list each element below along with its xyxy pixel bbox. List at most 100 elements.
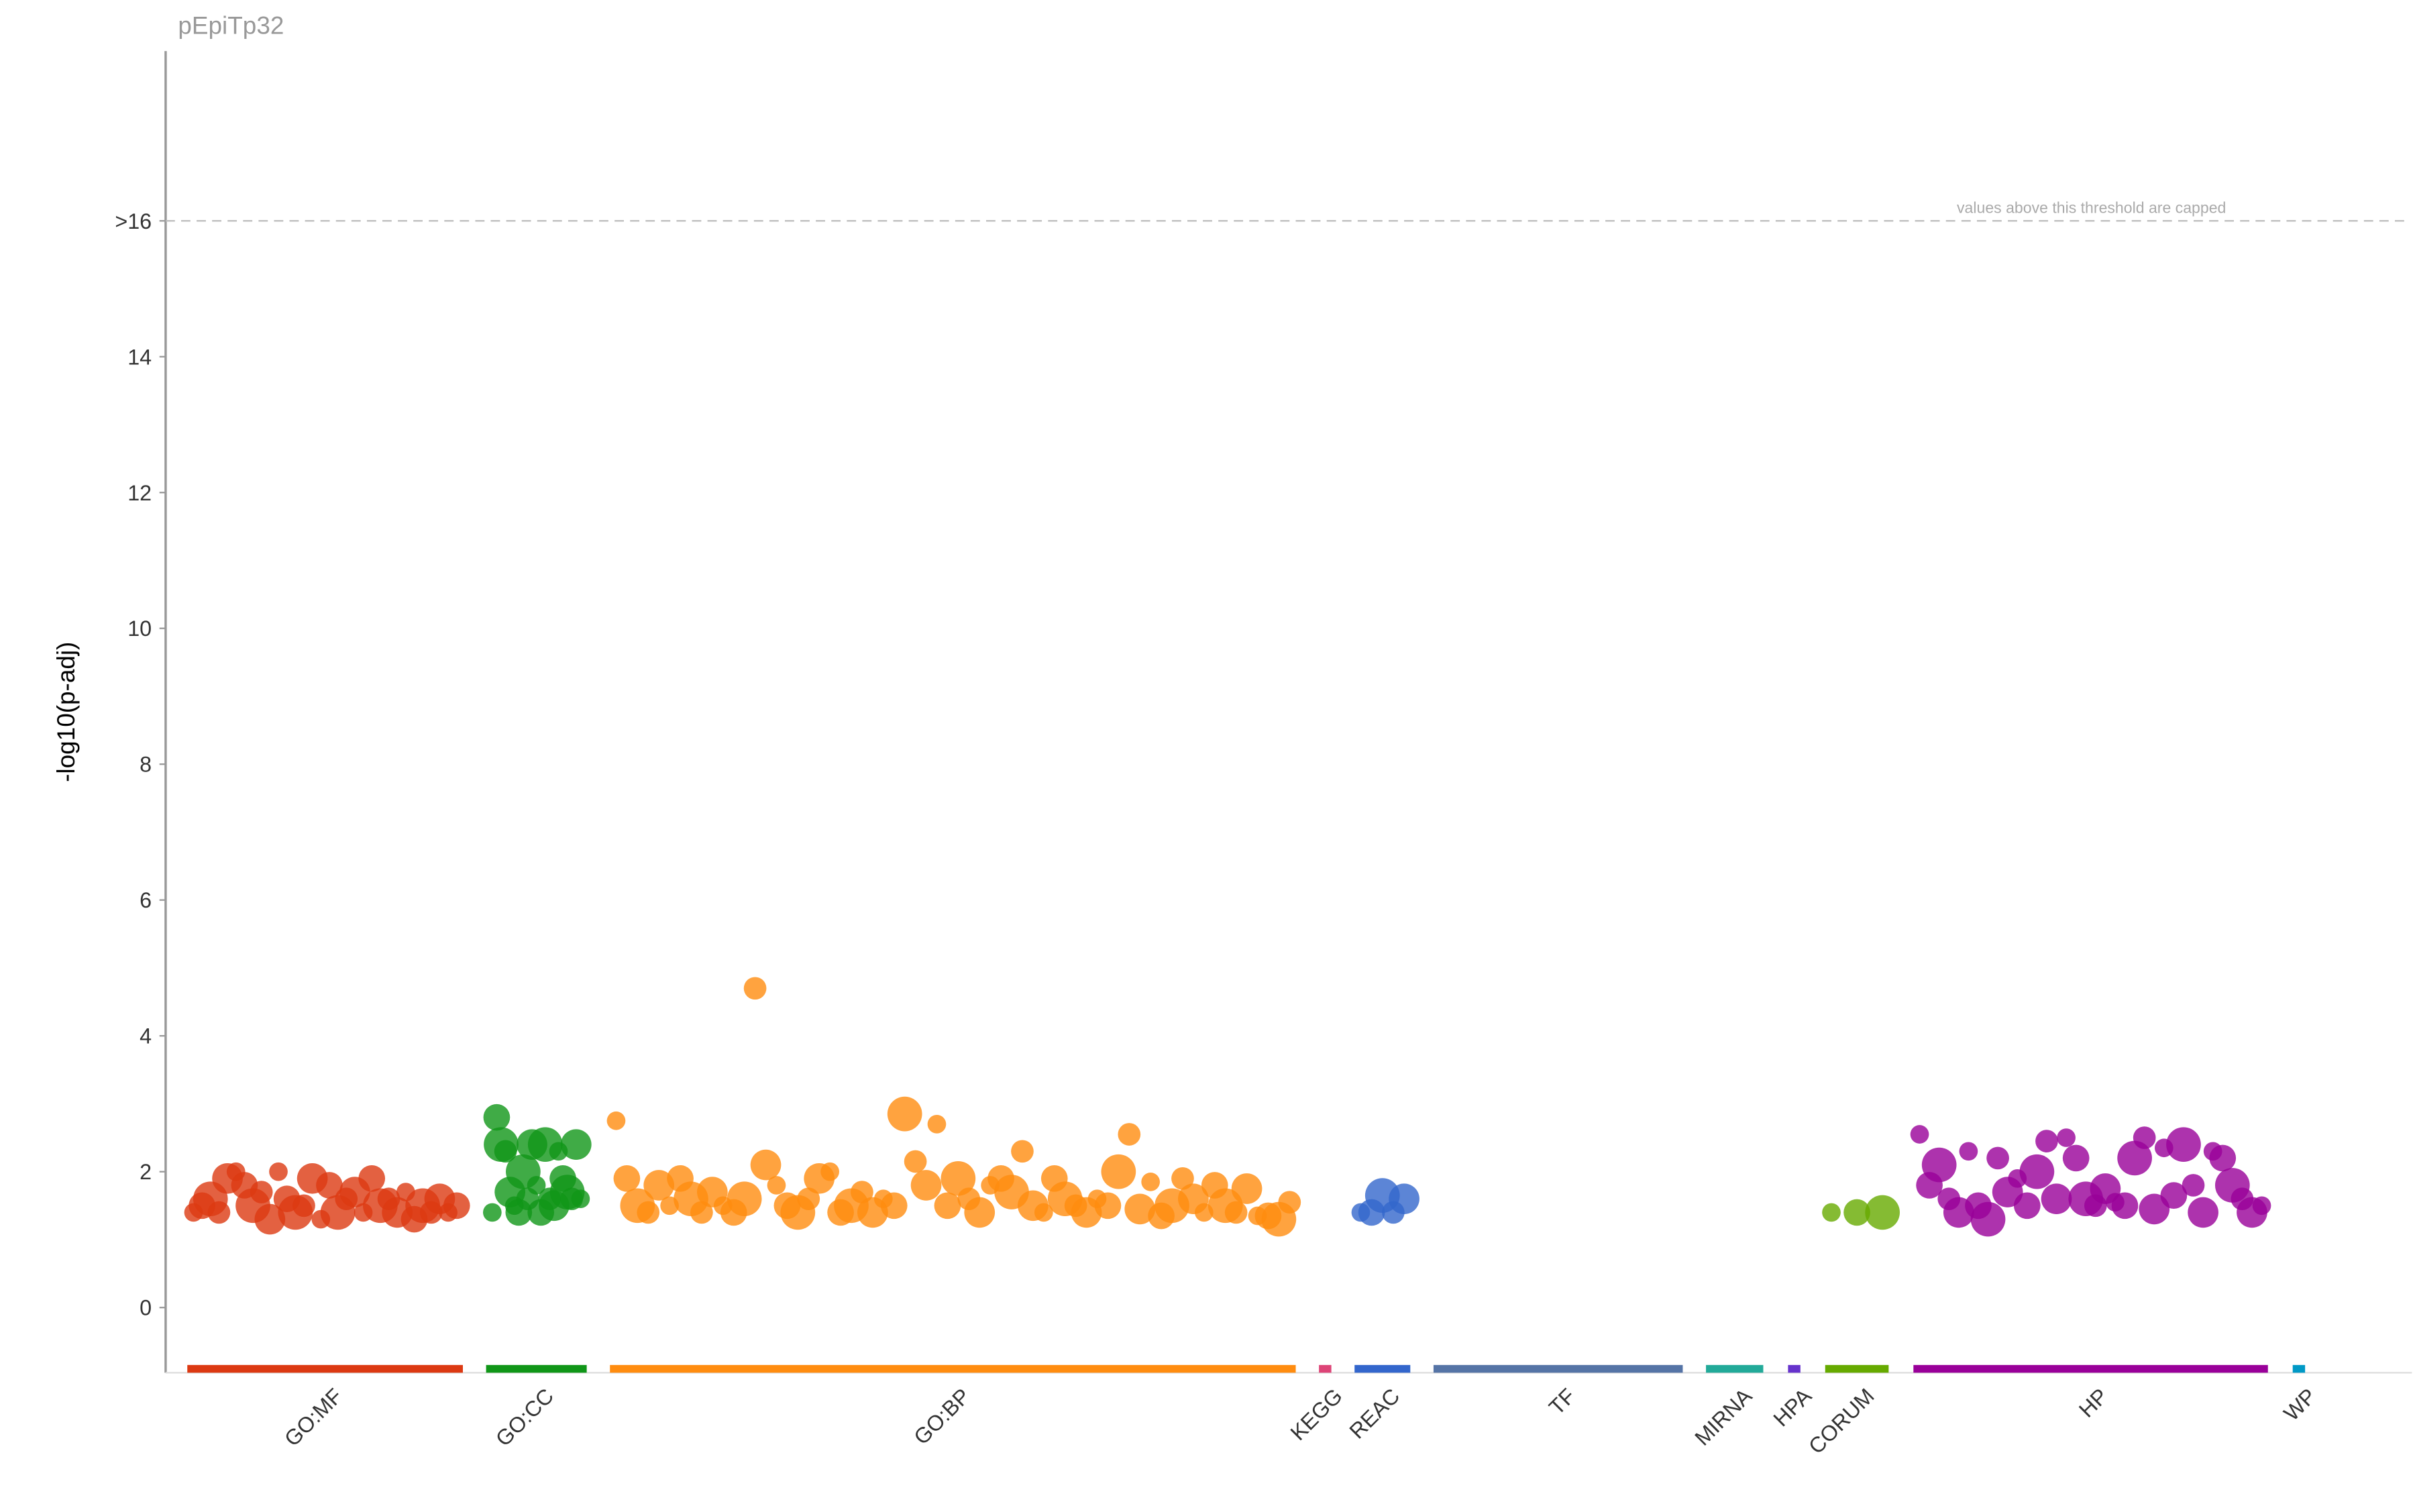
term-point bbox=[527, 1176, 546, 1195]
source-band bbox=[1913, 1364, 2268, 1373]
term-point bbox=[1118, 1123, 1141, 1146]
term-point bbox=[743, 977, 767, 1000]
x-tick-label: CORUM bbox=[1804, 1384, 1879, 1459]
term-point bbox=[904, 1150, 927, 1173]
term-point bbox=[1822, 1203, 1841, 1222]
y-axis-label: -log10(p-adj) bbox=[52, 642, 80, 782]
term-point bbox=[2035, 1130, 2058, 1152]
term-point bbox=[1865, 1195, 1900, 1230]
term-point bbox=[2133, 1126, 2156, 1149]
term-point bbox=[2209, 1144, 2237, 1172]
term-point bbox=[483, 1103, 511, 1131]
term-point bbox=[1278, 1191, 1301, 1214]
term-point bbox=[2111, 1192, 2139, 1220]
term-point bbox=[1171, 1167, 1194, 1190]
term-point bbox=[1986, 1146, 2009, 1170]
term-point bbox=[887, 1096, 922, 1132]
term-point bbox=[358, 1165, 386, 1192]
y-tick-label: 4 bbox=[140, 1024, 152, 1048]
term-point bbox=[2062, 1144, 2090, 1172]
y-tick-label: 6 bbox=[140, 888, 152, 912]
y-tick-label: 2 bbox=[140, 1160, 152, 1184]
term-point bbox=[1094, 1192, 1122, 1220]
term-point bbox=[1959, 1142, 1978, 1161]
term-point bbox=[2041, 1183, 2072, 1215]
source-band bbox=[187, 1364, 463, 1373]
source-band bbox=[1825, 1364, 1889, 1373]
x-tick-label: HP bbox=[2074, 1384, 2112, 1422]
term-point bbox=[2160, 1182, 2188, 1209]
term-point bbox=[643, 1170, 675, 1201]
term-point bbox=[571, 1189, 590, 1209]
term-point bbox=[934, 1192, 961, 1220]
term-point bbox=[750, 1149, 782, 1181]
term-point bbox=[560, 1129, 592, 1160]
term-point bbox=[1224, 1201, 1248, 1224]
x-tick-label: WP bbox=[2279, 1384, 2320, 1425]
term-point bbox=[2188, 1197, 2218, 1228]
term-point bbox=[1389, 1183, 1419, 1215]
source-band bbox=[1354, 1364, 1411, 1373]
y-tick-label: 0 bbox=[140, 1296, 152, 1320]
term-point bbox=[1034, 1203, 1053, 1222]
term-point bbox=[483, 1203, 502, 1222]
term-point bbox=[727, 1181, 762, 1217]
term-point bbox=[1921, 1147, 1957, 1183]
x-tick-label: GO:CC bbox=[491, 1384, 558, 1451]
term-point bbox=[2013, 1192, 2041, 1220]
term-point bbox=[443, 1192, 470, 1220]
source-band bbox=[1319, 1364, 1332, 1373]
y-tick-label: 8 bbox=[140, 753, 152, 777]
x-tick-label: REAC bbox=[1344, 1384, 1404, 1444]
term-point bbox=[2057, 1128, 2076, 1147]
term-point bbox=[880, 1192, 908, 1220]
term-point bbox=[292, 1194, 315, 1218]
term-point bbox=[2252, 1196, 2271, 1216]
term-point bbox=[2182, 1174, 2205, 1197]
term-point bbox=[2166, 1127, 2201, 1163]
term-point bbox=[820, 1162, 839, 1181]
y-tick-label: 12 bbox=[127, 481, 152, 505]
term-point bbox=[606, 1111, 626, 1130]
x-tick-label: HPA bbox=[1769, 1383, 1817, 1431]
term-point bbox=[964, 1197, 996, 1228]
x-tick-label: GO:BP bbox=[909, 1384, 975, 1450]
term-point bbox=[1231, 1173, 1263, 1204]
x-tick-label: KEGG bbox=[1286, 1384, 1347, 1445]
term-point bbox=[494, 1140, 517, 1163]
threshold-note: values above this threshold are capped bbox=[1957, 199, 2226, 217]
term-point bbox=[250, 1181, 273, 1203]
source-band bbox=[486, 1364, 587, 1373]
y-tick-label: >16 bbox=[115, 209, 152, 233]
term-point bbox=[637, 1201, 660, 1224]
term-point bbox=[254, 1203, 286, 1235]
source-band bbox=[1433, 1364, 1683, 1373]
source-band bbox=[1788, 1364, 1801, 1373]
term-point bbox=[941, 1160, 976, 1196]
term-point bbox=[927, 1114, 947, 1134]
term-point bbox=[1141, 1173, 1161, 1191]
term-point bbox=[910, 1170, 942, 1201]
term-point bbox=[767, 1176, 786, 1195]
term-point bbox=[1101, 1154, 1136, 1189]
term-point bbox=[2019, 1154, 2055, 1189]
source-band bbox=[2292, 1364, 2306, 1373]
x-tick-label: TF bbox=[1544, 1384, 1580, 1419]
source-band bbox=[1706, 1364, 1764, 1373]
chart-title: pEpiTp32 bbox=[178, 12, 284, 40]
term-point bbox=[690, 1201, 713, 1224]
source-band bbox=[610, 1364, 1296, 1373]
term-point bbox=[1910, 1125, 1929, 1144]
term-point bbox=[269, 1162, 288, 1181]
x-tick-label: MIRNA bbox=[1690, 1383, 1756, 1450]
term-point bbox=[797, 1187, 820, 1211]
term-point bbox=[851, 1181, 873, 1203]
term-point bbox=[1843, 1199, 1870, 1226]
x-tick-label: GO:MF bbox=[280, 1384, 347, 1451]
y-tick-label: 10 bbox=[127, 616, 152, 641]
term-point bbox=[613, 1165, 641, 1192]
term-point bbox=[1970, 1201, 2006, 1237]
term-point bbox=[316, 1172, 343, 1199]
term-point bbox=[1011, 1140, 1034, 1163]
